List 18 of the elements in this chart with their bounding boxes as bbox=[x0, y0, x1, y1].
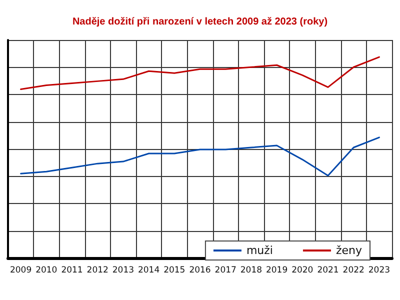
x-tick-label: 2012 bbox=[86, 266, 108, 276]
x-tick-label: 2011 bbox=[61, 266, 83, 276]
x-tick-label: 2022 bbox=[342, 266, 364, 276]
x-tick-label: 2015 bbox=[164, 266, 186, 276]
x-tick-label: 2016 bbox=[189, 266, 211, 276]
x-tick-label: 2018 bbox=[240, 266, 262, 276]
x-tick-label: 2020 bbox=[292, 266, 314, 276]
legend-label: muži bbox=[246, 244, 273, 257]
x-tick-label: 2023 bbox=[368, 266, 390, 276]
x-tick-label: 2019 bbox=[266, 266, 288, 276]
x-tick-label: 2021 bbox=[317, 266, 339, 276]
x-tick-label: 2010 bbox=[36, 266, 58, 276]
chart-title: Naděje dožití při narození v letech 2009 až 2023 (roky) bbox=[72, 16, 328, 28]
x-tick-label: 2017 bbox=[214, 266, 236, 276]
x-tick-label: 2009 bbox=[10, 266, 32, 276]
legend-label: ženy bbox=[336, 244, 362, 257]
x-tick-label: 2013 bbox=[112, 266, 134, 276]
x-tick-label: 2014 bbox=[138, 266, 160, 276]
